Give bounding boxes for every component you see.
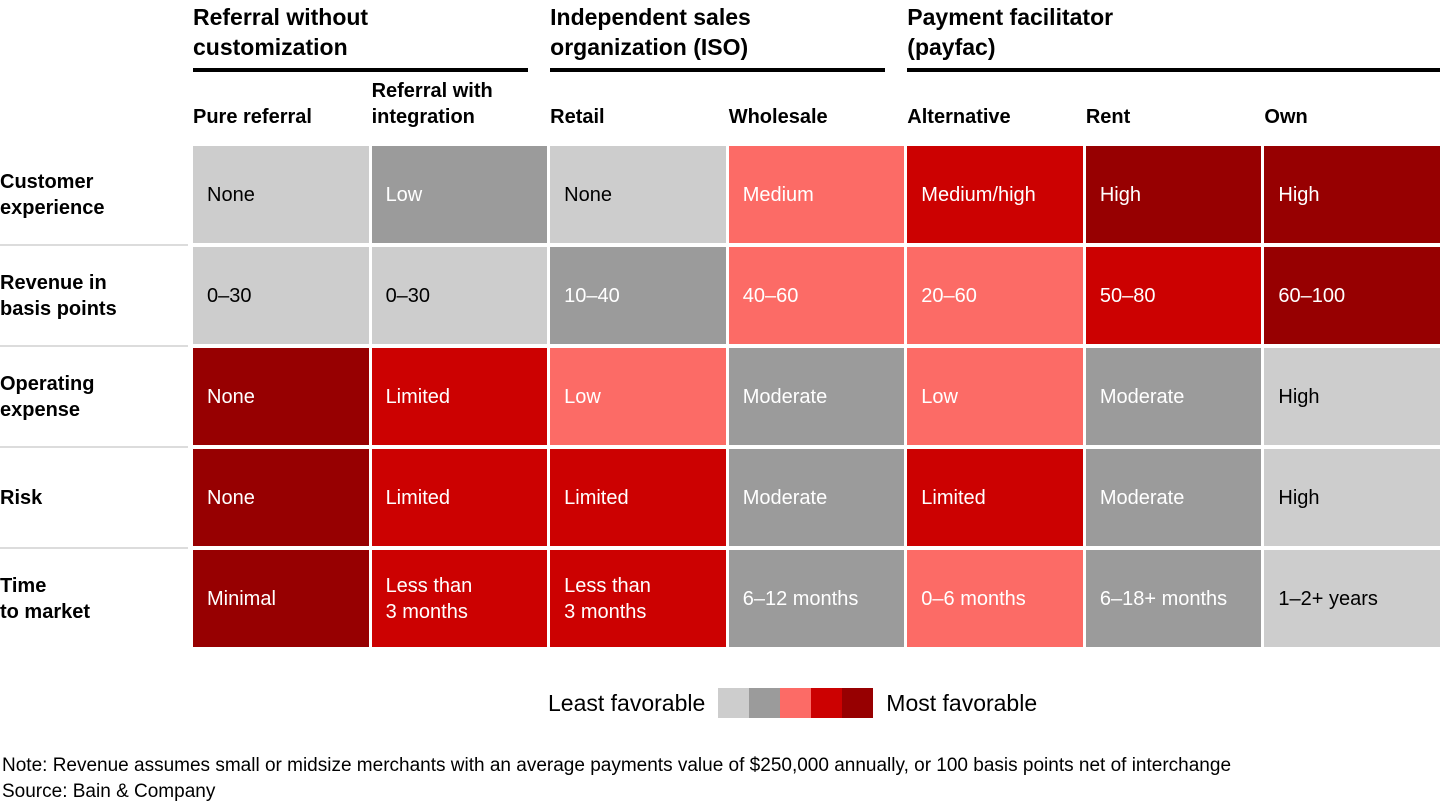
matrix-cell: 60–100 (1264, 247, 1440, 344)
column-header: Referral with integration (371, 80, 493, 128)
legend-swatch (811, 688, 843, 718)
column-header: Own (1264, 106, 1308, 128)
legend-least-label: Least favorable (548, 689, 706, 716)
legend-swatch (780, 688, 812, 718)
matrix-cell: Limited (371, 348, 548, 445)
matrix-cell: None (550, 146, 726, 243)
column-header: Alternative (907, 106, 1011, 128)
label-column-spacer (0, 2, 190, 72)
matrix-cell: None (193, 146, 369, 243)
matrix-cell: None (193, 449, 369, 546)
row-label: Risk (0, 449, 190, 549)
favorability-matrix: Customer experience None Low None Medium Medi… (0, 146, 1440, 647)
column-header: Rent (1085, 106, 1131, 128)
matrix-cell: Minimal (193, 550, 369, 647)
matrix-cell: High (1264, 348, 1440, 445)
matrix-cell: Moderate (728, 449, 905, 546)
footnote: Note: Revenue assumes small or midsize m… (2, 755, 1232, 776)
footer: Note: Revenue assumes small or midsize m… (2, 753, 1231, 805)
source-line: Source: Bain & Company (2, 781, 216, 802)
row-label: Customer experience (0, 146, 190, 246)
favorability-legend: Least favorable Most favorable (548, 688, 1037, 718)
legend-most-label: Most favorable (886, 689, 1038, 716)
legend-swatch (842, 688, 874, 718)
matrix-cell: 0–6 months (907, 550, 1083, 647)
matrix-cell: Limited (907, 449, 1083, 546)
matrix-cell: Moderate (1085, 348, 1262, 445)
matrix-cell: Medium/high (907, 146, 1083, 243)
matrix-cell: Limited (550, 449, 726, 546)
matrix-cell: 20–60 (907, 247, 1083, 344)
matrix-cell: High (1085, 146, 1262, 243)
column-header: Pure referral (193, 106, 312, 128)
matrix-cell: Medium (728, 146, 905, 243)
legend-swatch (749, 688, 781, 718)
row-label: Revenue in basis points (0, 247, 190, 347)
matrix-cell: Limited (371, 449, 548, 546)
matrix-cell: Low (550, 348, 726, 445)
matrix-cell: Less than 3 months (371, 550, 548, 647)
matrix-cell: Moderate (1085, 449, 1262, 546)
group-headers: Referral without customization Independen… (0, 0, 1440, 72)
matrix-cell: High (1264, 146, 1440, 243)
matrix-cell: 6–18+ months (1085, 550, 1262, 647)
matrix-cell: 6–12 months (728, 550, 905, 647)
matrix-cell: 40–60 (728, 247, 905, 344)
matrix-cell: Moderate (728, 348, 905, 445)
group-header: Payment facilitator (payfac) (907, 2, 1440, 72)
row-label: Operating expense (0, 348, 190, 448)
column-headers: Pure referral Referral with integration Re… (0, 72, 1440, 139)
matrix-cell: 0–30 (193, 247, 369, 344)
matrix-cell: None (193, 348, 369, 445)
column-header: Wholesale (728, 106, 828, 128)
matrix-cell: Low (907, 348, 1083, 445)
group-header: Independent sales organization (ISO) (550, 2, 886, 72)
legend-swatch (718, 688, 750, 718)
matrix-cell: 50–80 (1085, 247, 1262, 344)
matrix-cell: 10–40 (550, 247, 726, 344)
row-label: Time to market (0, 574, 91, 623)
matrix-cell: 1–2+ years (1264, 550, 1440, 647)
matrix-cell: High (1264, 449, 1440, 546)
legend-swatches (718, 688, 874, 718)
matrix-cell: Low (371, 146, 548, 243)
matrix-cell: Less than 3 months (550, 550, 726, 647)
column-header: Retail (550, 106, 605, 128)
matrix-cell: 0–30 (371, 247, 548, 344)
group-header: Referral without customization (193, 2, 529, 72)
